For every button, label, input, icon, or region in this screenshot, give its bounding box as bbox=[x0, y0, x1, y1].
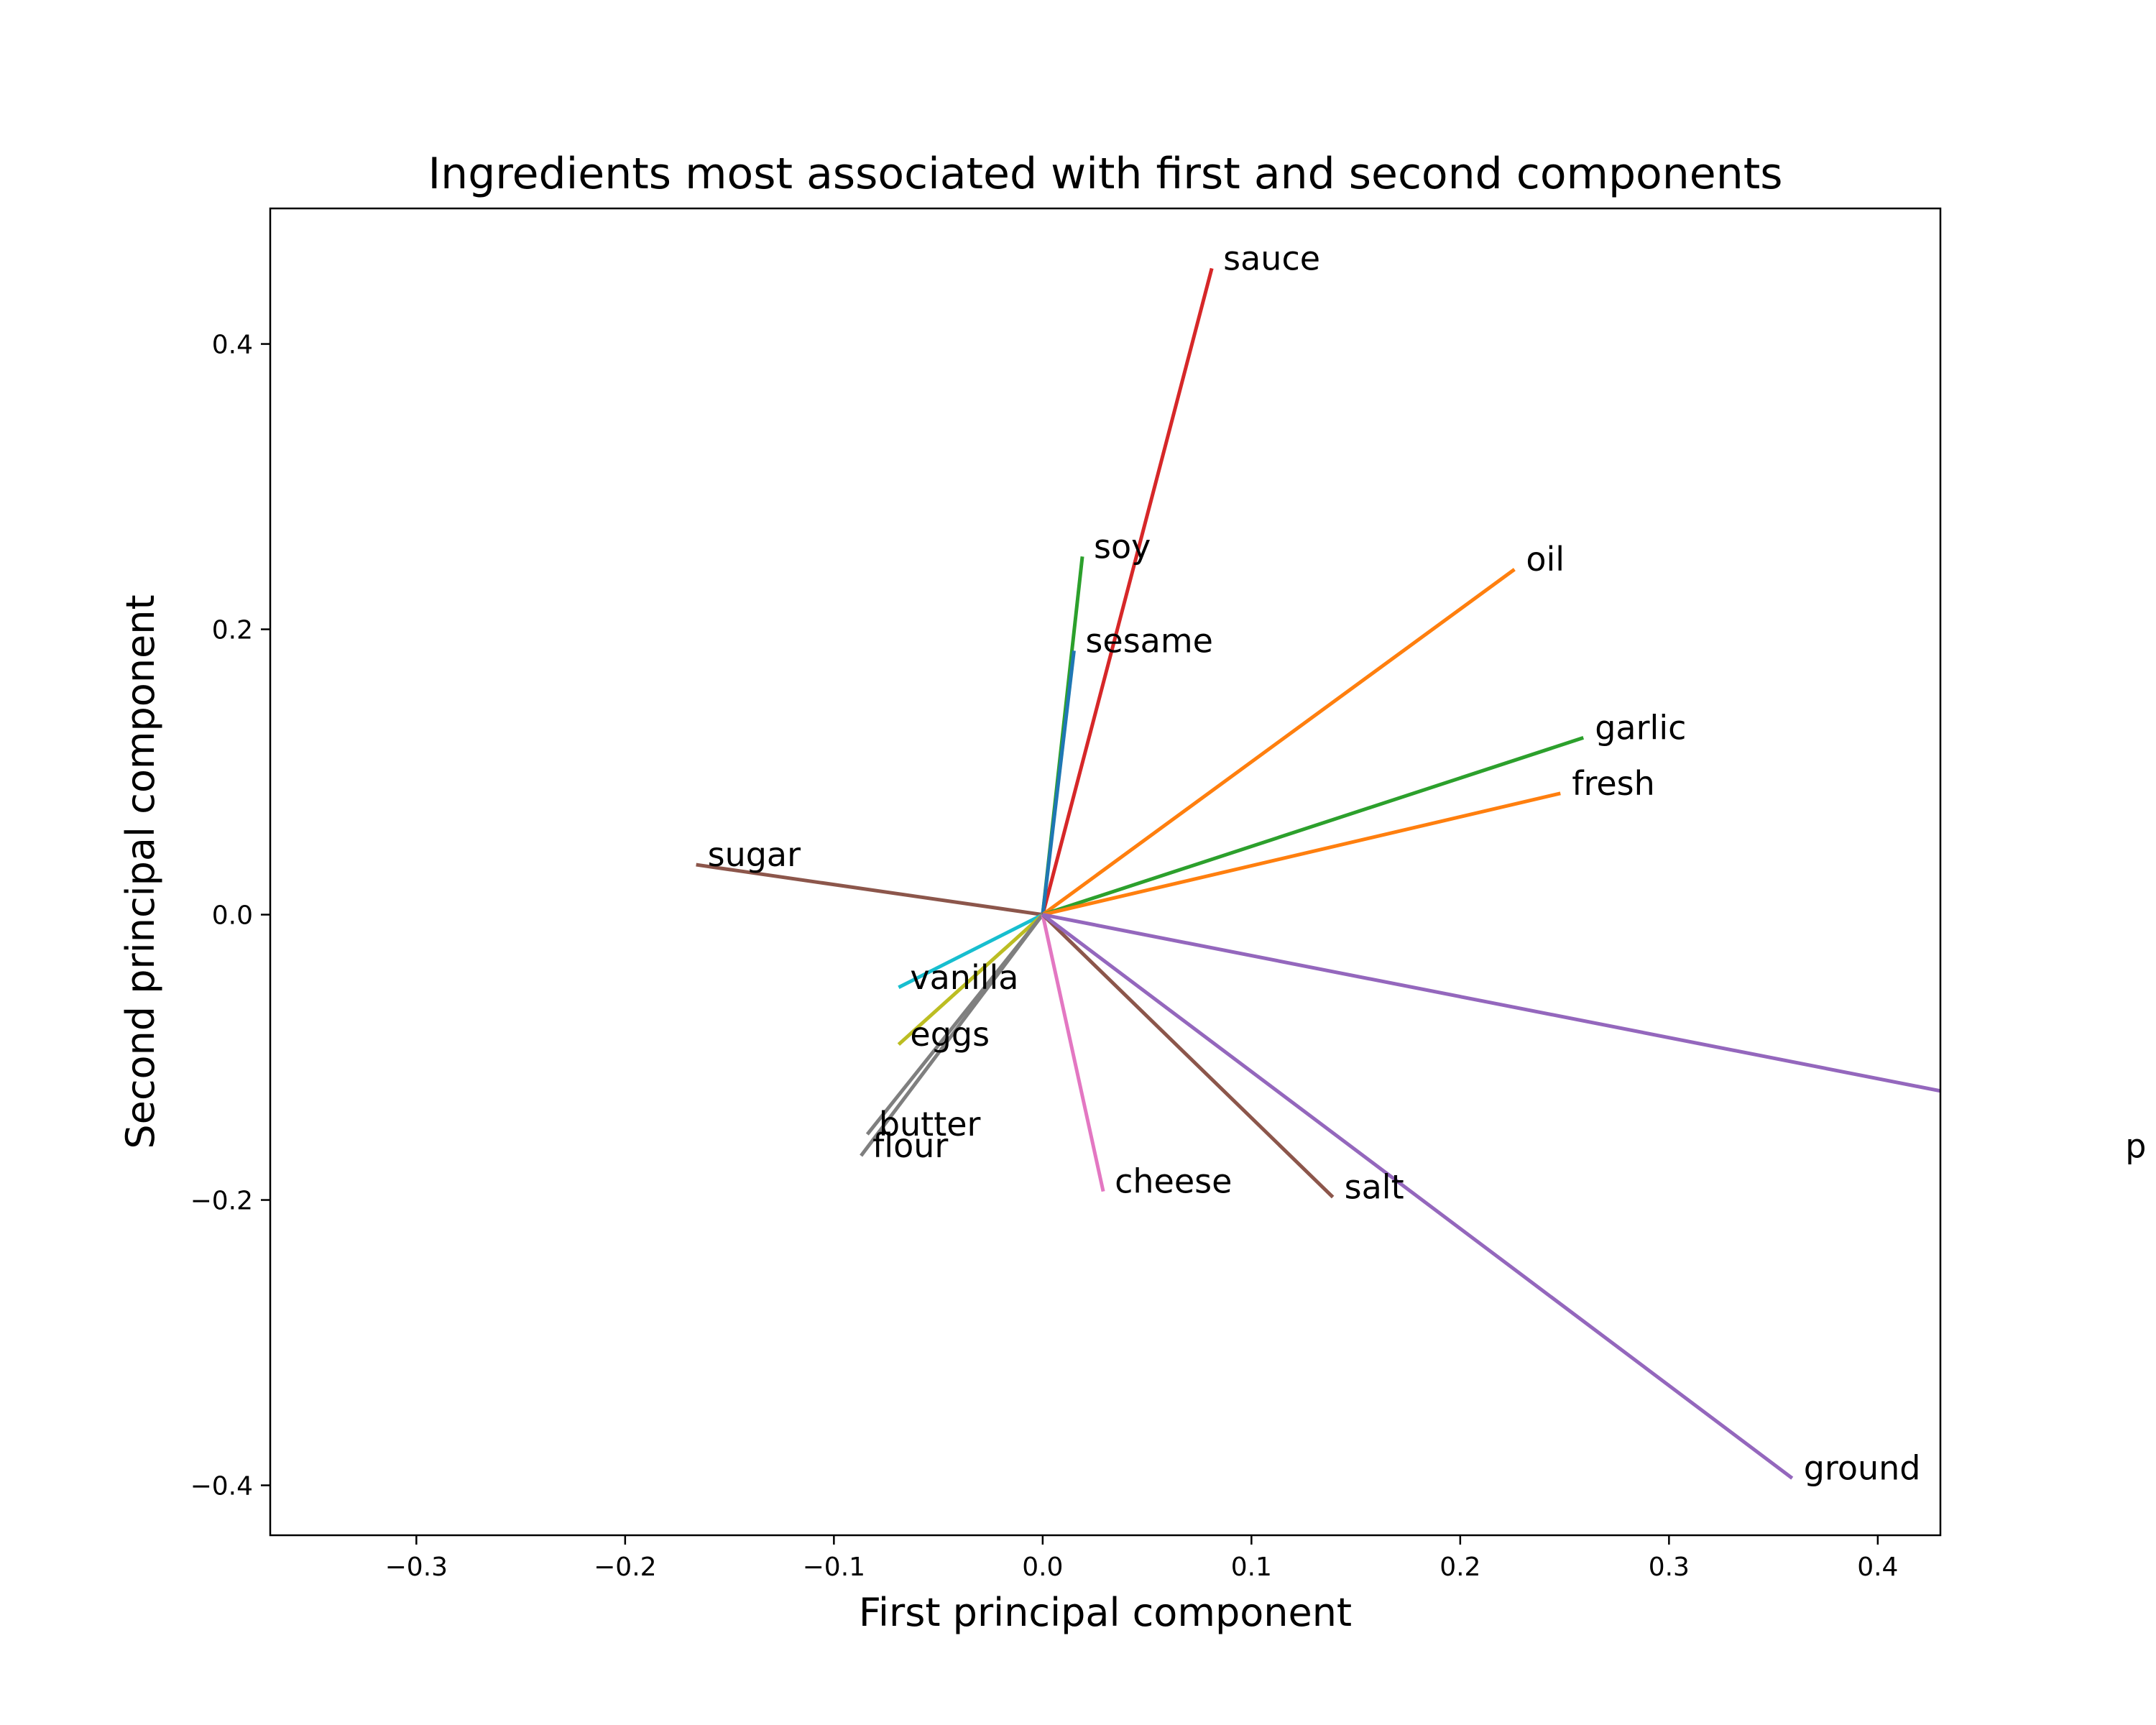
x-tick-label: −0.2 bbox=[594, 1552, 656, 1582]
vector-line-flour bbox=[860, 914, 1044, 1157]
y-tick-label: 0.4 bbox=[212, 331, 253, 360]
vector-line-sesame bbox=[1041, 650, 1076, 915]
vector-line-pepper bbox=[1042, 913, 1940, 1093]
vector-label-eggs: eggs bbox=[910, 1015, 990, 1054]
vector-line-fresh bbox=[1042, 791, 1561, 916]
vector-label-cheese: cheese bbox=[1115, 1162, 1232, 1201]
vector-line-garlic bbox=[1042, 736, 1585, 916]
x-axis: −0.3 −0.2 −0.1 0.0 0.1 0.2 0.3 0.4 bbox=[385, 1535, 1898, 1582]
vector-label-sugar: sugar bbox=[708, 835, 801, 874]
vector-label-garlic: garlic bbox=[1595, 708, 1686, 747]
x-tick-label: 0.2 bbox=[1439, 1552, 1480, 1582]
clipped-vector-label: p bbox=[2125, 1126, 2146, 1165]
y-tick-label: 0.2 bbox=[212, 616, 253, 645]
x-tick-label: 0.4 bbox=[1857, 1552, 1898, 1582]
chart-title: Ingredients most associated with first a… bbox=[428, 149, 1782, 199]
vector-line-salt bbox=[1041, 913, 1335, 1199]
vector-label-ground: ground bbox=[1804, 1449, 1921, 1488]
y-tick-label: −0.2 bbox=[190, 1187, 253, 1216]
vector-label-sesame: sesame bbox=[1085, 621, 1213, 660]
vector-label-soy: soy bbox=[1094, 527, 1151, 566]
y-axis-label: Second principal component bbox=[118, 594, 163, 1149]
vector-line-vanilla bbox=[898, 913, 1044, 990]
vector-label-butter: butter bbox=[879, 1105, 981, 1144]
y-tick-label: −0.4 bbox=[190, 1472, 253, 1501]
vector-line-cheese bbox=[1041, 914, 1105, 1192]
vector-line-oil bbox=[1041, 568, 1516, 916]
vector-label-salt: salt bbox=[1345, 1168, 1404, 1207]
x-tick-label: −0.3 bbox=[385, 1552, 448, 1582]
x-tick-label: 0.3 bbox=[1649, 1552, 1690, 1582]
vector-label-sauce: sauce bbox=[1223, 239, 1320, 277]
y-tick-label: 0.0 bbox=[212, 901, 253, 931]
vector-label-fresh: fresh bbox=[1572, 764, 1655, 803]
vector-line-sugar bbox=[696, 862, 1044, 917]
x-tick-label: 0.0 bbox=[1022, 1552, 1063, 1582]
plot-frame bbox=[269, 207, 1942, 1537]
x-tick-label: 0.1 bbox=[1231, 1552, 1272, 1582]
vector-line-ground bbox=[1041, 913, 1794, 1480]
vector-line-sauce bbox=[1041, 267, 1214, 916]
x-axis-label: First principal component bbox=[859, 1590, 1352, 1635]
vector-label-layer: sauce soy sesame oil garlic fresh sugar vanilla… bbox=[708, 239, 2147, 1487]
vector-label-vanilla: vanilla bbox=[910, 958, 1018, 997]
vector-label-flour: flour bbox=[872, 1126, 948, 1165]
y-axis: −0.4 −0.2 0.0 0.2 0.4 bbox=[190, 331, 270, 1501]
x-tick-label: −0.1 bbox=[803, 1552, 865, 1582]
vector-layer bbox=[696, 267, 1940, 1480]
vector-line-eggs bbox=[897, 913, 1044, 1046]
vector-label-oil: oil bbox=[1526, 540, 1565, 579]
